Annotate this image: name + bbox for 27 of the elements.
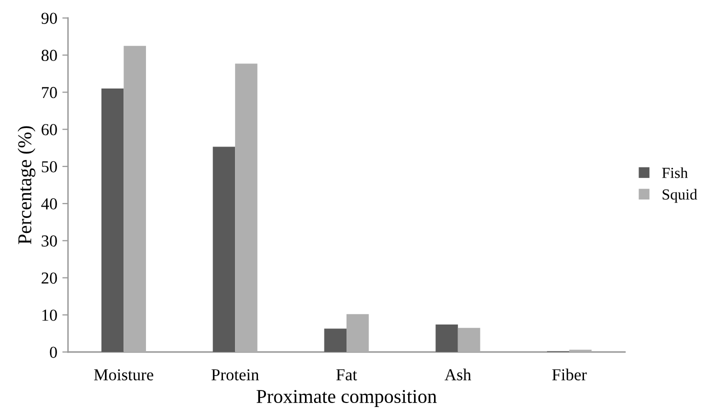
bar: [124, 46, 146, 352]
y-tick-label: 90: [41, 12, 57, 24]
x-tick-label: Fat: [336, 369, 358, 380]
x-tick-label: Moisture: [94, 369, 154, 380]
y-tick-label: 70: [42, 86, 57, 98]
x-tick-label: Protein: [212, 369, 259, 380]
y-tick-label: 50: [42, 161, 57, 172]
legend-label: Squid: [662, 188, 698, 203]
bar: [235, 64, 258, 352]
bar: [324, 328, 346, 352]
bar: [458, 328, 480, 352]
bar: [212, 146, 236, 352]
y-tick-label: 40: [41, 198, 57, 210]
bar: [101, 88, 124, 352]
bar: [346, 314, 369, 352]
y-tick-label: 60: [42, 124, 57, 136]
legend-label: Fish: [662, 167, 688, 178]
y-tick-label: 0: [50, 346, 57, 358]
x-tick-label: Fiber: [552, 368, 587, 380]
y-tick-label: 30: [42, 235, 57, 247]
y-tick-label: 10: [42, 310, 57, 321]
y-tick-label: 80: [42, 50, 57, 62]
bar: [436, 324, 458, 352]
x-axis-title: Proximate composition: [256, 390, 437, 407]
y-tick-label: 20: [42, 272, 57, 284]
x-tick-label: Ash: [444, 368, 472, 380]
y-axis-title: Percentage (%): [18, 126, 36, 244]
